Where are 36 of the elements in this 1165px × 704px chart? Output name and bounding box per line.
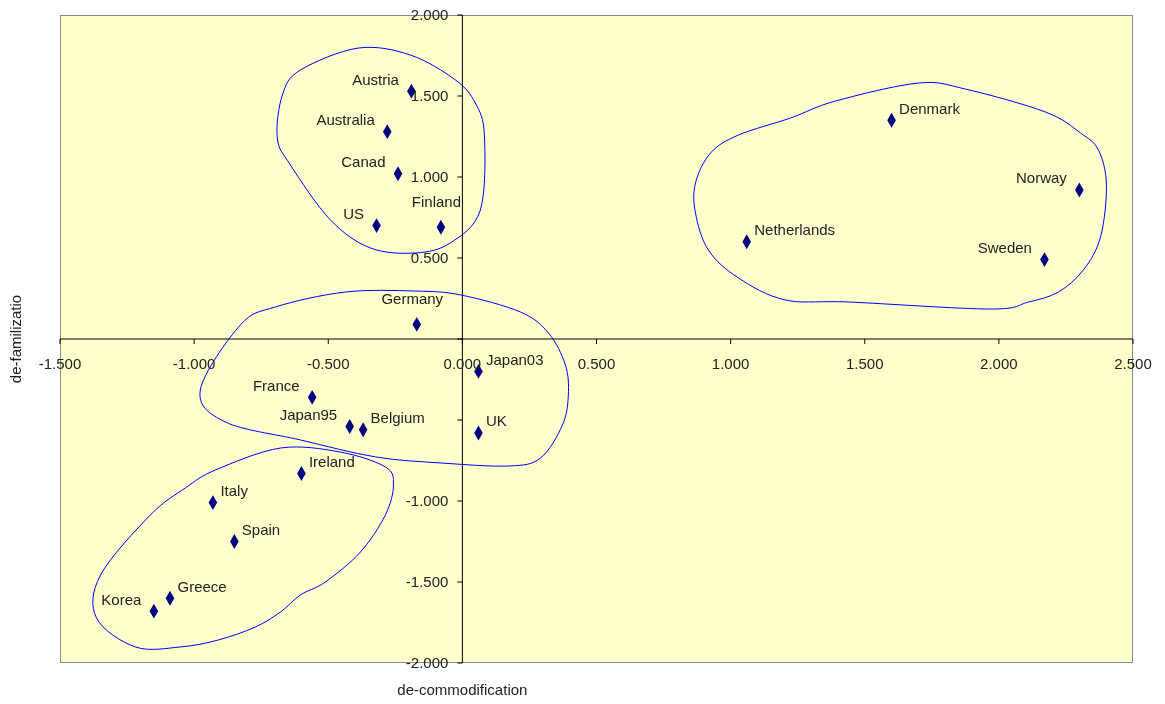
x-tick-label: 2.000	[980, 355, 1018, 372]
x-tick-label: -0.500	[306, 355, 350, 372]
series-label: Italy	[220, 482, 249, 500]
x-tick-label: -1.500	[38, 355, 82, 372]
x-tick-label: 1.500	[845, 355, 884, 372]
series-label: Belgium	[370, 409, 425, 427]
series-label: Spain	[241, 520, 281, 538]
y-tick-label: -1.500	[405, 573, 449, 590]
x-tick-label: 0.500	[577, 355, 616, 372]
x-tick-label: 2.500	[1114, 355, 1152, 372]
y-axis-title: de-familizatio	[7, 294, 24, 384]
series-label: Japan95	[279, 405, 338, 423]
series-label: Sweden	[977, 239, 1032, 257]
y-tick-label: 1.500	[410, 87, 449, 104]
series-label: Finland	[411, 192, 461, 210]
x-tick-label: 1.000	[711, 355, 750, 372]
series-label: Japan03	[485, 350, 544, 368]
y-tick-label: 0.500	[410, 249, 449, 266]
y-tick-label: 2.000	[410, 6, 449, 23]
series-label: France	[252, 376, 300, 394]
series-label: Norway	[1015, 169, 1068, 187]
y-tick-label: -1.000	[405, 492, 449, 509]
series-label: UK	[485, 412, 507, 430]
series-label: Greece	[177, 577, 227, 595]
y-tick-label: 1.000	[410, 168, 449, 185]
series-label: Korea	[101, 590, 143, 608]
series-label: Denmark	[899, 99, 961, 117]
series-label: Australia	[316, 111, 376, 129]
series-label: Canad	[341, 153, 386, 171]
series-label: Ireland	[308, 452, 355, 470]
series-label: Austria	[352, 70, 400, 88]
series-label: US	[343, 205, 365, 223]
x-axis-title: de-commodification	[397, 681, 528, 698]
series-label: Netherlands	[754, 221, 836, 239]
series-label: Germany	[381, 289, 444, 307]
y-tick-label: -2.000	[405, 654, 449, 671]
